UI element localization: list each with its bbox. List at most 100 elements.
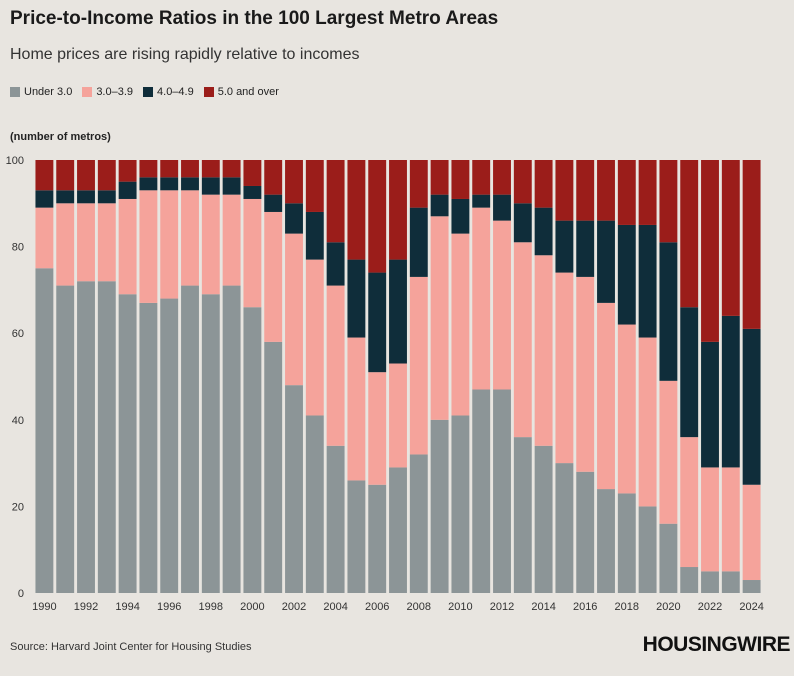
bar-segment (389, 363, 407, 468)
bar-segment (326, 445, 345, 593)
bar-segment (409, 454, 428, 593)
bar-segment (555, 272, 574, 464)
bar-segment (56, 160, 75, 191)
bar-segment (430, 216, 449, 420)
bar-segment (597, 302, 615, 490)
stacked-bar-chart: 0 20 40 60 80 100 1990 1992 1994 1996 1998 2000 2002… (6, 155, 764, 613)
bar-segment (243, 307, 262, 593)
bar-segment (617, 324, 636, 494)
bar-segment (201, 194, 220, 295)
bar-segment (451, 415, 470, 593)
bar-segment (139, 160, 158, 178)
legend-swatch (203, 87, 214, 97)
bar-segment (472, 194, 491, 208)
x-tick-label: 2002 (282, 601, 306, 613)
bar-segment (701, 571, 719, 593)
bar-segment (35, 268, 54, 593)
bar-segment (430, 419, 449, 593)
bar-segment (285, 233, 303, 386)
bar-segment (222, 177, 241, 195)
bar-segment (56, 203, 75, 286)
bar-segment (701, 341, 719, 468)
bar-segment (305, 259, 324, 416)
bar-segment (576, 220, 595, 277)
legend: Under 3.0 3.0–3.9 4.0–4.9 5.0 and over (10, 86, 279, 98)
bar-segment (181, 177, 199, 191)
bar-segment (368, 160, 387, 273)
bar-segment (347, 259, 366, 338)
bar-segment (222, 160, 241, 178)
bar-segment (201, 294, 220, 593)
bar-segment (638, 224, 657, 338)
bar-segment (513, 203, 532, 243)
bar-segment (659, 160, 678, 243)
bar-segment (638, 160, 657, 225)
x-tick-label: 1992 (74, 601, 98, 613)
bar-segment (638, 337, 657, 507)
bar-segment (326, 242, 345, 286)
bar-segment (368, 484, 387, 593)
bar-segment (721, 315, 740, 468)
bar-segment (56, 190, 75, 204)
x-tick-label: 1996 (157, 601, 181, 613)
bar-segment (451, 160, 470, 199)
legend-item-3-to-3-9: 3.0–3.9 (82, 86, 133, 98)
x-tick-label: 2016 (573, 601, 597, 613)
bar-segment (555, 160, 574, 221)
bar-segment (742, 580, 761, 593)
legend-swatch (143, 87, 154, 97)
bar-segment (160, 298, 179, 593)
legend-swatch (10, 87, 20, 97)
bar-segment (472, 160, 491, 195)
legend-item-under-3: Under 3.0 (10, 86, 72, 98)
bar-segment (409, 160, 428, 208)
y-tick-label: 20 (12, 501, 24, 513)
bar-segment (139, 190, 158, 303)
x-tick-label: 2022 (698, 601, 722, 613)
legend-label: 3.0–3.9 (96, 86, 134, 98)
bar-segment (118, 294, 137, 593)
bar-segment (201, 177, 220, 195)
x-tick-label: 1990 (32, 601, 56, 613)
x-tick-label: 2012 (490, 601, 514, 613)
bar-segment (742, 484, 761, 581)
bar-segment (243, 160, 262, 186)
bar-segment (181, 285, 199, 593)
bar-segment (472, 207, 491, 390)
bar-segment (35, 207, 54, 269)
bar-segment (285, 203, 303, 234)
bar-segment (451, 233, 470, 416)
bar-segment (430, 194, 449, 217)
x-tick-label: 2018 (615, 601, 639, 613)
bar-segment (493, 389, 511, 593)
x-tick-label: 2006 (365, 601, 389, 613)
bar-segment (493, 220, 511, 390)
bar-segment (264, 160, 283, 195)
bar-segment (493, 160, 511, 195)
bar-segment (243, 198, 262, 308)
legend-label: 4.0–4.9 (157, 86, 194, 98)
bar-segment (77, 281, 95, 593)
bar-segment (493, 194, 511, 221)
bar-segment (451, 198, 470, 234)
bar-segment (181, 160, 199, 178)
bar-segment (534, 255, 553, 446)
bar-segment (409, 207, 428, 277)
bar-segment (305, 415, 324, 593)
bar-segment (513, 160, 532, 204)
x-tick-label: 2008 (407, 601, 431, 613)
bar-segment (118, 160, 137, 182)
bar-segment (305, 211, 324, 260)
bar-segment (368, 372, 387, 485)
bar-segment (513, 242, 532, 438)
bar-segment (617, 160, 636, 225)
bar-segment (534, 207, 553, 256)
bar-segment (368, 272, 387, 373)
bar-segment (555, 463, 574, 593)
x-tick-label: 2024 (739, 601, 763, 613)
bar-segment (721, 467, 740, 572)
y-tick-label: 60 (12, 328, 24, 340)
bar-segment (35, 190, 54, 208)
chart-subtitle: Home prices are rising rapidly relative … (10, 46, 360, 63)
bar-segment (680, 160, 699, 308)
